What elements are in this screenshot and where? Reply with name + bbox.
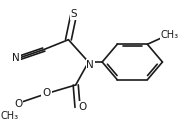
Text: CH₃: CH₃ <box>1 111 19 121</box>
Text: N: N <box>86 60 94 70</box>
Text: CH₃: CH₃ <box>160 30 178 40</box>
Text: O: O <box>78 102 86 112</box>
Text: S: S <box>70 9 77 19</box>
Text: O: O <box>14 99 22 109</box>
Text: N: N <box>12 53 20 63</box>
Text: O: O <box>42 88 51 98</box>
